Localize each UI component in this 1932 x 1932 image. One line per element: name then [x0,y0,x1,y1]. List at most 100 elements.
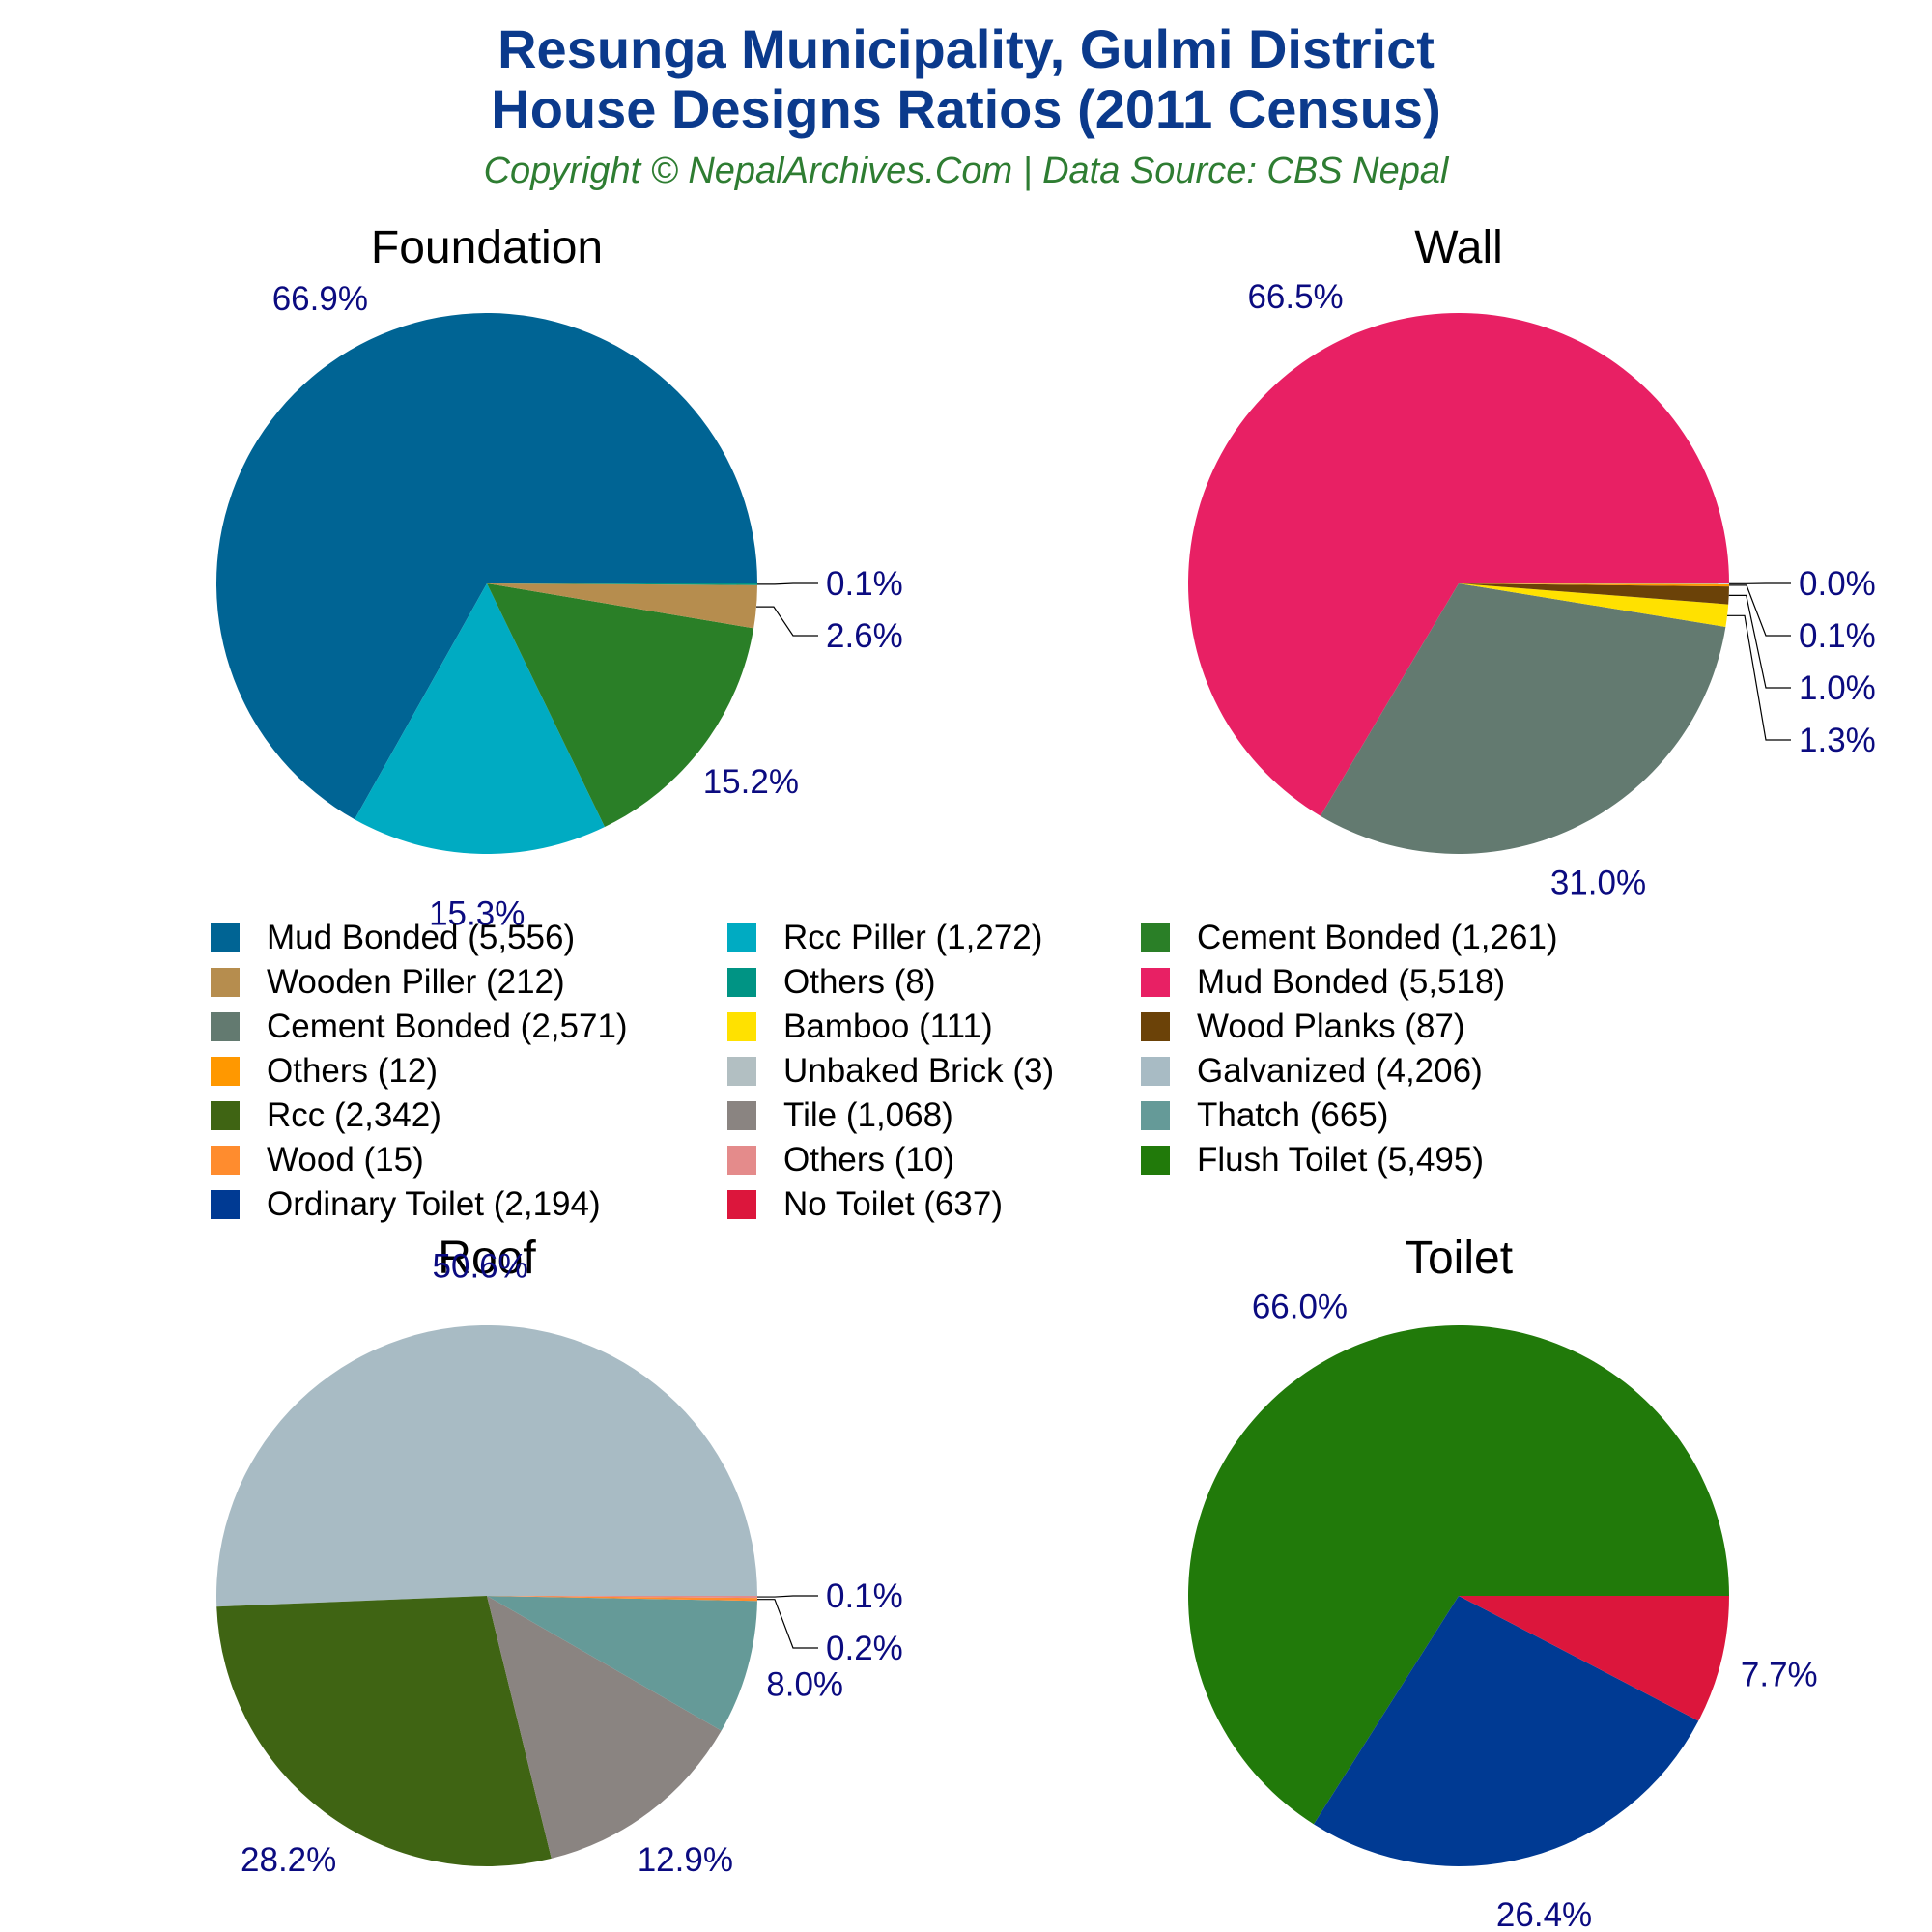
pie-title: Toilet [1405,1233,1513,1284]
pie-chart-wall: Wall 66.5% 31.0% 0.0% 0.1% 1.0% 1.3% [1187,222,1876,902]
pie-slice [1459,1596,1729,1721]
percent-label: 50.6% [433,1247,528,1285]
pie-slice [216,1596,552,1866]
legend-label: Flush Toilet (5,495) [1197,1141,1485,1179]
legend-label: Others (12) [267,1052,438,1090]
legend-swatch [727,1101,756,1130]
pie-slice [487,1596,722,1859]
leader-line [755,606,818,637]
leader-line [756,1599,818,1649]
pie-chart-toilet: Toilet 66.0% 26.4% 7.7% [1188,1233,1818,1932]
legend-label: Others (8) [783,963,936,1001]
leader-line [1728,594,1791,689]
percent-label: 15.3% [429,895,525,932]
chart-header: Resunga Municipality, Gulmi District Hou… [0,19,1932,192]
legend-swatch [211,968,240,997]
pie-slice [1459,583,1729,584]
legend-item: Mud Bonded (5,518) [1141,960,1505,1005]
pie-slice [487,1596,757,1599]
percent-label: 7.7% [1741,1656,1818,1693]
legend-label: Unbaked Brick (3) [783,1052,1055,1090]
legend-item: Galvanized (4,206) [1141,1049,1483,1094]
legend-swatch [1141,1057,1170,1086]
pie-slice [487,1596,757,1731]
leader-line [756,582,818,585]
legend-label: Mud Bonded (5,556) [267,919,576,956]
legend-swatch [727,923,756,952]
legend-label: Tile (1,068) [783,1096,953,1134]
pie-slice [1459,583,1729,627]
legend-swatch [727,968,756,997]
pie-title: Foundation [371,222,603,273]
legend-item: Ordinary Toilet (2,194) [211,1182,601,1227]
legend-label: Bamboo (111) [783,1008,993,1045]
main-title-line-1: Resunga Municipality, Gulmi District [497,18,1435,79]
percent-label: 66.9% [272,280,368,318]
legend-item: Rcc (2,342) [211,1094,441,1138]
legend-label: No Toilet (637) [783,1185,1003,1223]
legend-item: Others (10) [727,1138,954,1182]
percent-label: 0.1% [826,565,903,603]
legend-item: Cement Bonded (2,571) [211,1005,628,1049]
pie-slice [1459,583,1729,587]
legend-swatch [1141,1012,1170,1041]
pie-slice [1459,583,1729,605]
legend-label: Rcc (2,342) [267,1096,441,1134]
percent-label: 0.0% [1799,565,1876,603]
legend-item: Flush Toilet (5,495) [1141,1138,1484,1182]
legend-swatch [1141,1146,1170,1175]
percent-label: 0.2% [826,1630,903,1667]
pie-slice [1320,583,1726,855]
legend-label: Mud Bonded (5,518) [1197,963,1506,1001]
leader-line [756,1595,818,1598]
legend-item: Others (12) [211,1049,438,1094]
legend-label: Wood Planks (87) [1197,1008,1465,1045]
legend-swatch [211,923,240,952]
legend-item: Bamboo (111) [727,1005,993,1049]
legend-item: Cement Bonded (1,261) [1141,916,1558,960]
legend-label: Wood (15) [267,1141,424,1179]
percent-label: 15.2% [703,763,799,801]
percent-label: 66.0% [1252,1289,1348,1326]
pie-slice [216,312,758,820]
legend-item: Tile (1,068) [727,1094,953,1138]
pie-slice [487,1596,757,1602]
pie-slice [1313,1596,1699,1866]
pie-slice [487,583,754,828]
percent-label: 0.1% [1799,617,1876,655]
pie-slice [487,583,757,585]
pie-slice [355,583,606,854]
percent-label: 0.1% [826,1577,903,1615]
legend-item: Wood Planks (87) [1141,1005,1465,1049]
legend-swatch [727,1146,756,1175]
percent-label: 8.0% [766,1665,843,1703]
legend-label: Wooden Piller (212) [267,963,565,1001]
percent-label: 12.9% [638,1841,733,1879]
leader-line [1727,614,1791,741]
legend-label: Cement Bonded (1,261) [1197,919,1558,956]
pie-title: Wall [1414,222,1503,273]
pie-title: Roof [438,1233,536,1284]
legend-swatch [211,1012,240,1041]
legend-label: Cement Bonded (2,571) [267,1008,628,1045]
legend-swatch [211,1057,240,1086]
legend-label: Rcc Piller (1,272) [783,919,1043,956]
legend-label: Others (10) [783,1141,954,1179]
legend-item: Unbaked Brick (3) [727,1049,1054,1094]
pie-slice [487,583,757,629]
percent-label: 1.3% [1799,722,1876,759]
legend-item: Wood (15) [211,1138,424,1182]
legend-swatch [727,1057,756,1086]
percent-label: 31.0% [1550,865,1646,902]
legend-swatch [211,1146,240,1175]
legend-item: Others (8) [727,960,936,1005]
main-title-line-2: House Designs Ratios (2011 Census) [491,78,1441,139]
legend-swatch [211,1190,240,1219]
percent-label: 66.5% [1247,278,1343,316]
copyright-subtitle: Copyright © NepalArchives.Com | Data Sou… [483,151,1449,191]
legend-swatch [1141,1101,1170,1130]
percent-label: 28.2% [241,1841,336,1879]
